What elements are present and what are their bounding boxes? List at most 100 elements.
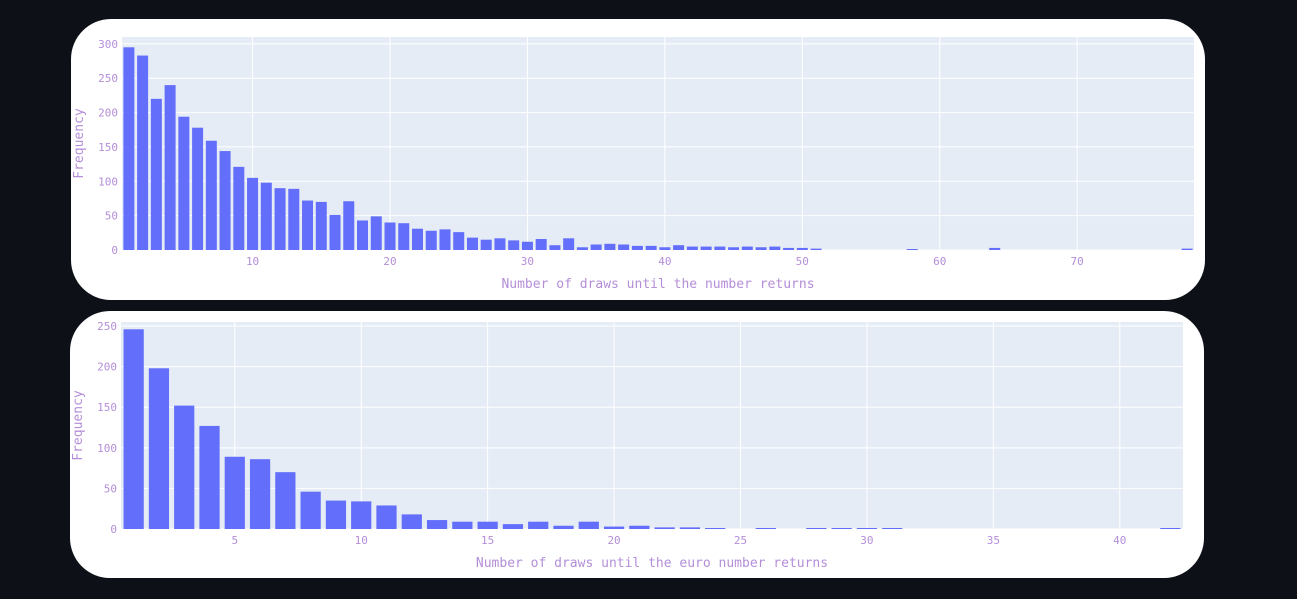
histogram-bar[interactable] <box>439 229 451 250</box>
chart-card-2: 0 50 100 150 200 250 5 10 15 20 25 30 35 40 Number of … <box>70 311 1204 578</box>
plot-background <box>121 322 1183 529</box>
y-tick-label: 50 <box>104 482 117 495</box>
histogram-bar[interactable] <box>205 140 217 250</box>
histogram-bar[interactable] <box>631 245 643 250</box>
histogram-bar[interactable] <box>494 238 506 250</box>
histogram-bar[interactable] <box>425 230 437 250</box>
histogram-bar[interactable] <box>288 188 300 250</box>
histogram-bar[interactable] <box>274 188 286 250</box>
histogram-bar[interactable] <box>521 241 533 250</box>
histogram-bar[interactable] <box>549 245 561 250</box>
histogram-bar[interactable] <box>351 501 372 529</box>
histogram-bar[interactable] <box>906 249 918 250</box>
histogram-bar[interactable] <box>302 200 314 250</box>
histogram-bar[interactable] <box>578 521 599 529</box>
x-tick-label: 40 <box>658 255 671 268</box>
histogram-bar[interactable] <box>174 405 195 529</box>
histogram-bar[interactable] <box>401 514 422 529</box>
histogram-bar[interactable] <box>370 216 382 250</box>
histogram-bar[interactable] <box>806 528 827 529</box>
histogram-bar[interactable] <box>535 239 547 250</box>
histogram-bar[interactable] <box>502 524 524 529</box>
histogram-bar[interactable] <box>810 248 822 250</box>
y-tick-label: 200 <box>98 107 118 120</box>
histogram-bar[interactable] <box>315 201 327 250</box>
histogram-bar[interactable] <box>275 472 296 529</box>
histogram-bar[interactable] <box>150 98 162 250</box>
histogram-bar[interactable] <box>755 247 767 250</box>
histogram-bar[interactable] <box>528 521 549 529</box>
histogram-bar[interactable] <box>686 246 698 250</box>
histogram-bar[interactable] <box>508 240 520 250</box>
histogram-bar[interactable] <box>343 201 355 250</box>
histogram-bar[interactable] <box>603 526 625 529</box>
x-tick-label: 20 <box>383 255 396 268</box>
histogram-bar[interactable] <box>325 500 347 529</box>
histogram-bar[interactable] <box>192 127 204 250</box>
histogram-bar[interactable] <box>247 177 259 250</box>
histogram-bar[interactable] <box>249 459 271 529</box>
histogram-bar[interactable] <box>480 239 492 250</box>
histogram-bar[interactable] <box>618 244 630 250</box>
histogram-bar[interactable] <box>452 521 473 529</box>
y-tick-label: 250 <box>97 320 117 333</box>
histogram-bar[interactable] <box>199 425 220 529</box>
histogram-bar[interactable] <box>329 214 341 250</box>
histogram-bar[interactable] <box>728 247 740 250</box>
x-tick-label: 30 <box>521 255 534 268</box>
histogram-bar[interactable] <box>714 246 726 250</box>
histogram-bar[interactable] <box>856 528 878 529</box>
histogram-bar[interactable] <box>796 247 808 250</box>
histogram-bar[interactable] <box>679 527 701 529</box>
histogram-bar[interactable] <box>659 247 671 250</box>
histogram-bar[interactable] <box>219 151 231 250</box>
y-tick-label: 150 <box>97 401 117 414</box>
histogram-bar[interactable] <box>123 329 144 529</box>
histogram-bar[interactable] <box>233 166 245 250</box>
histogram-bar[interactable] <box>477 521 498 529</box>
histogram-bar[interactable] <box>783 247 795 250</box>
x-tick-label: 70 <box>1071 255 1084 268</box>
histogram-bar[interactable] <box>398 223 410 250</box>
histogram-bar[interactable] <box>831 528 852 529</box>
histogram-bar[interactable] <box>553 525 574 529</box>
histogram-bar[interactable] <box>700 246 712 250</box>
histogram-bar[interactable] <box>645 245 657 250</box>
histogram-bar[interactable] <box>989 247 1001 250</box>
histogram-bar[interactable] <box>357 220 369 250</box>
y-tick-label: 0 <box>111 244 118 257</box>
x-tick-label: 20 <box>607 534 620 547</box>
histogram-bar[interactable] <box>224 456 245 529</box>
histogram-bar[interactable] <box>590 244 602 250</box>
histogram-bar[interactable] <box>376 505 397 529</box>
histogram-bar[interactable] <box>123 47 135 250</box>
histogram-bar[interactable] <box>604 243 616 250</box>
y-tick-label: 100 <box>97 442 117 455</box>
histogram-bar[interactable] <box>576 247 588 250</box>
histogram-bar[interactable] <box>384 222 396 250</box>
histogram-bar[interactable] <box>882 528 903 529</box>
histogram-bar[interactable] <box>164 85 176 250</box>
histogram-bar[interactable] <box>137 55 149 251</box>
histogram-bar[interactable] <box>563 238 575 250</box>
histogram-bar[interactable] <box>1160 528 1181 529</box>
histogram-bar[interactable] <box>755 528 776 529</box>
histogram-bar[interactable] <box>466 237 478 250</box>
x-tick-label: 35 <box>987 534 1000 547</box>
x-axis-title: Number of draws until the number returns <box>501 277 814 292</box>
histogram-bar[interactable] <box>453 232 465 250</box>
histogram-bar[interactable] <box>1181 248 1193 250</box>
histogram-bar[interactable] <box>260 182 272 250</box>
histogram-bar[interactable] <box>654 527 675 529</box>
histogram-bar[interactable] <box>769 246 781 250</box>
histogram-chart-1: 0 50 100 150 200 250 300 10 20 30 40 50 60 70 Number o… <box>72 37 1194 292</box>
histogram-bar[interactable] <box>148 368 170 529</box>
histogram-bar[interactable] <box>411 228 423 250</box>
histogram-bar[interactable] <box>673 245 685 250</box>
histogram-bar[interactable] <box>178 116 190 251</box>
histogram-bar[interactable] <box>426 520 448 529</box>
histogram-bar[interactable] <box>705 528 726 529</box>
histogram-bar[interactable] <box>629 525 650 529</box>
histogram-bar[interactable] <box>300 491 321 529</box>
histogram-bar[interactable] <box>741 246 753 250</box>
